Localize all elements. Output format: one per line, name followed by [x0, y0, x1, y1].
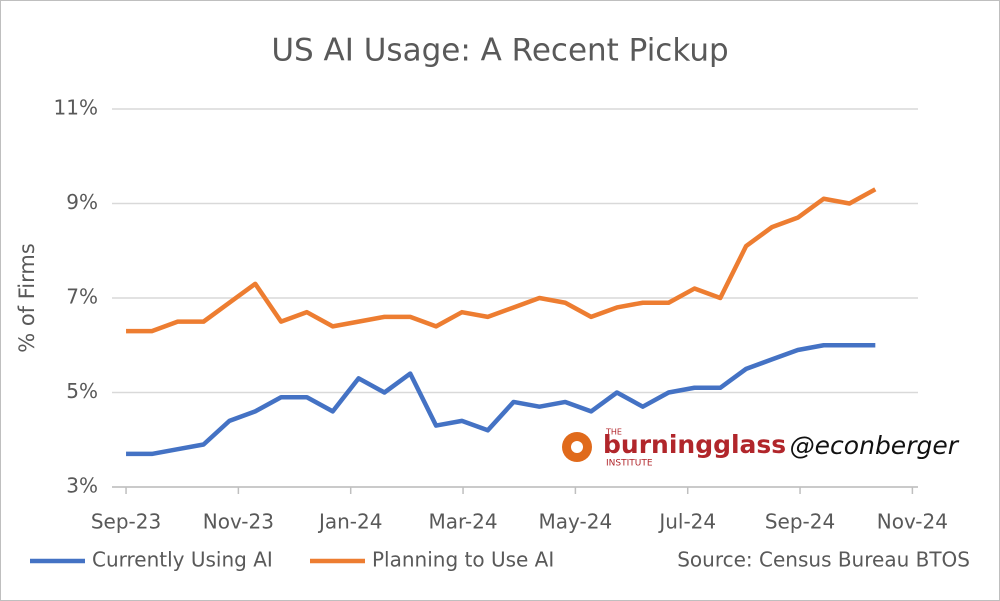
x-tick-label: Nov-23 [203, 510, 274, 534]
logo-sub: INSTITUTE [606, 459, 653, 469]
handle: @econberger [790, 431, 960, 460]
x-tick-label: Sep-23 [91, 510, 161, 534]
x-tick-label: Nov-24 [877, 510, 948, 534]
y-tick-label: 11% [54, 96, 98, 120]
legend-label: Currently Using AI [92, 548, 273, 572]
logo-name: burningglass [603, 430, 786, 459]
series-line [126, 343, 876, 457]
logo-icon-center [571, 441, 583, 453]
x-tick-label: Jul-24 [657, 510, 716, 534]
series-line [126, 187, 877, 334]
x-tick-label: Mar-24 [428, 510, 497, 534]
y-tick-label: 7% [66, 285, 98, 309]
y-axis-label: % of Firms [15, 243, 39, 353]
chart-title: US AI Usage: A Recent Pickup [271, 33, 728, 69]
x-tick-label: May-24 [539, 510, 613, 534]
source: Source: Census Bureau BTOS [677, 548, 970, 572]
logo-small: THE [605, 428, 622, 437]
logo: THE burningglass INSTITUTE [562, 428, 786, 469]
y-tick-label: 5% [66, 379, 98, 403]
legend-label: Planning to Use AI [372, 548, 554, 572]
x-tick-label: Sep-24 [765, 510, 835, 534]
y-tick-label: 3% [66, 474, 98, 498]
y-tick-label: 9% [66, 190, 98, 214]
x-tick-label: Jan-24 [317, 510, 383, 534]
